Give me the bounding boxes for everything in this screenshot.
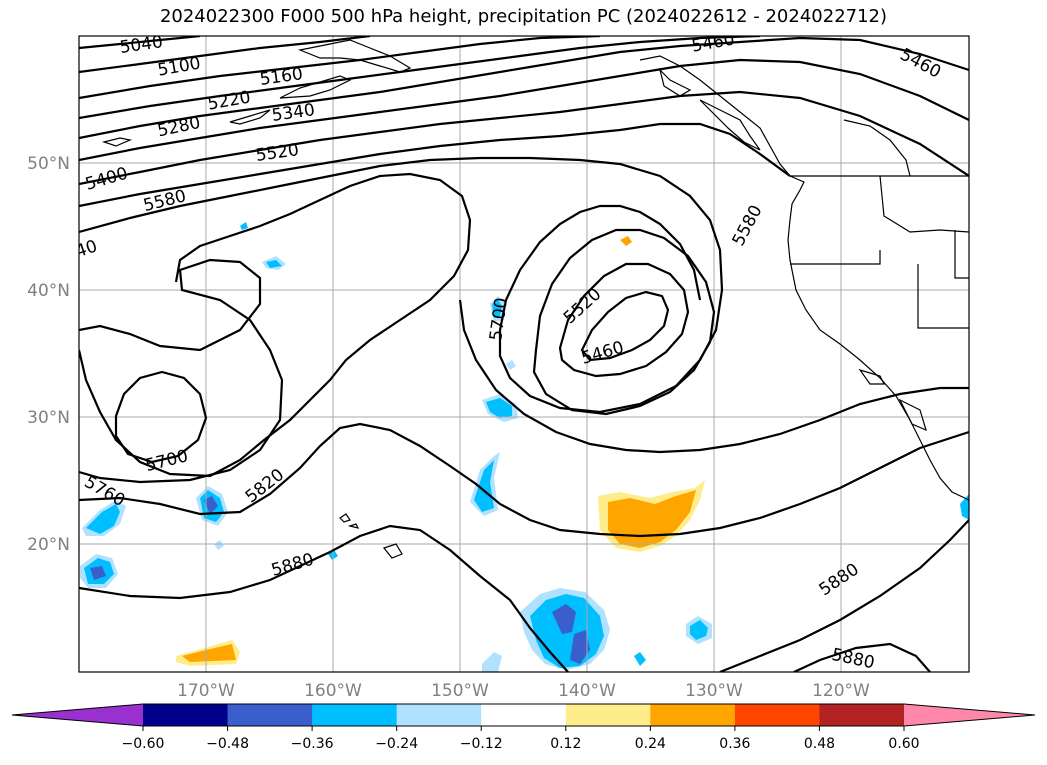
- precip-core-b6: [90, 566, 106, 580]
- colorbar: −0.60 −0.48 −0.36 −0.24 −0.12 0.12 0.24 0.36 0.4…: [11, 703, 1036, 752]
- precip-dot-b14: [634, 652, 646, 666]
- latitude-labels: 50°N 40°N 30°N 20°N: [27, 154, 70, 555]
- colorbar-ticks: −0.60 −0.48 −0.36 −0.24 −0.12 0.12 0.24 0.36 0.4…: [122, 726, 920, 752]
- colorbar-tick-label: −0.12: [460, 736, 503, 752]
- precip-blob-orange-sw: [182, 644, 236, 662]
- precip-blob-b8: [266, 260, 282, 268]
- precip-core-b4: [204, 496, 218, 514]
- contour-label-40: 40: [73, 236, 100, 262]
- lon-label-160w: 160°W: [304, 681, 362, 701]
- colorbar-cell: [650, 704, 736, 726]
- colorbar-extend-low: [12, 704, 143, 726]
- longitude-labels: 170°W 160°W 150°W 140°W 130°W 120°W: [177, 681, 870, 701]
- precip-dot-b12: [506, 360, 516, 370]
- precip-core-s2: [570, 630, 590, 664]
- colorbar-tick-label: −0.48: [206, 736, 249, 752]
- colorbar-cell: [819, 704, 905, 726]
- colorbar-cells: [143, 704, 905, 726]
- precip-blob-lb13: [482, 652, 502, 672]
- precip-blob-b5: [86, 504, 120, 534]
- height-contours: [79, 36, 969, 672]
- lat-label-20n: 20°N: [27, 535, 70, 555]
- lon-label-140w: 140°W: [558, 681, 616, 701]
- lon-label-130w: 130°W: [685, 681, 743, 701]
- map-frame: [78, 35, 970, 673]
- colorbar-tick-label: 0.48: [804, 736, 835, 752]
- precip-dot-orange: [620, 236, 632, 246]
- lon-label-150w: 150°W: [431, 681, 489, 701]
- colorbar-tick-label: 0.24: [635, 736, 666, 752]
- colorbar-cell: [396, 704, 482, 726]
- colorbar-cell: [481, 704, 567, 726]
- colorbar-tick-label: −0.24: [375, 736, 418, 752]
- precip-dot-b15: [960, 494, 969, 520]
- map-background: [79, 36, 969, 672]
- colorbar-tick-label: 0.60: [888, 736, 919, 752]
- colorbar-cell: [143, 704, 229, 726]
- coastlines: [101, 39, 969, 559]
- precip-dot-b9: [240, 222, 248, 230]
- colorbar-tick-label: −0.60: [122, 736, 165, 752]
- precip-blob-b1: [486, 398, 512, 418]
- lon-label-120w: 120°W: [812, 681, 870, 701]
- precip-dot-b10: [214, 540, 224, 550]
- colorbar-cell: [312, 704, 398, 726]
- colorbar-cell: [227, 704, 313, 726]
- lat-label-50n: 50°N: [27, 154, 70, 174]
- lat-label-40n: 40°N: [27, 281, 70, 301]
- precip-blob-b3: [492, 300, 502, 318]
- colorbar-tick-label: 0.12: [550, 736, 581, 752]
- precip-blob-orange: [608, 490, 696, 548]
- map-title: 2024022300 F000 500 hPa height, precipit…: [159, 6, 888, 27]
- colorbar-tick-label: 0.36: [719, 736, 750, 752]
- lat-label-30n: 30°N: [27, 408, 70, 428]
- lon-label-170w: 170°W: [177, 681, 235, 701]
- gridlines: [79, 36, 969, 672]
- colorbar-cell: [734, 704, 820, 726]
- colorbar-extend-high: [904, 704, 1035, 726]
- precip-blob-b2: [474, 460, 494, 512]
- colorbar-tick-label: −0.36: [291, 736, 334, 752]
- colorbar-cell: [565, 704, 651, 726]
- precip-blob-b7: [690, 620, 708, 640]
- contour-label-5040-a: 5040: [118, 32, 164, 58]
- precip-core-s1: [552, 604, 576, 634]
